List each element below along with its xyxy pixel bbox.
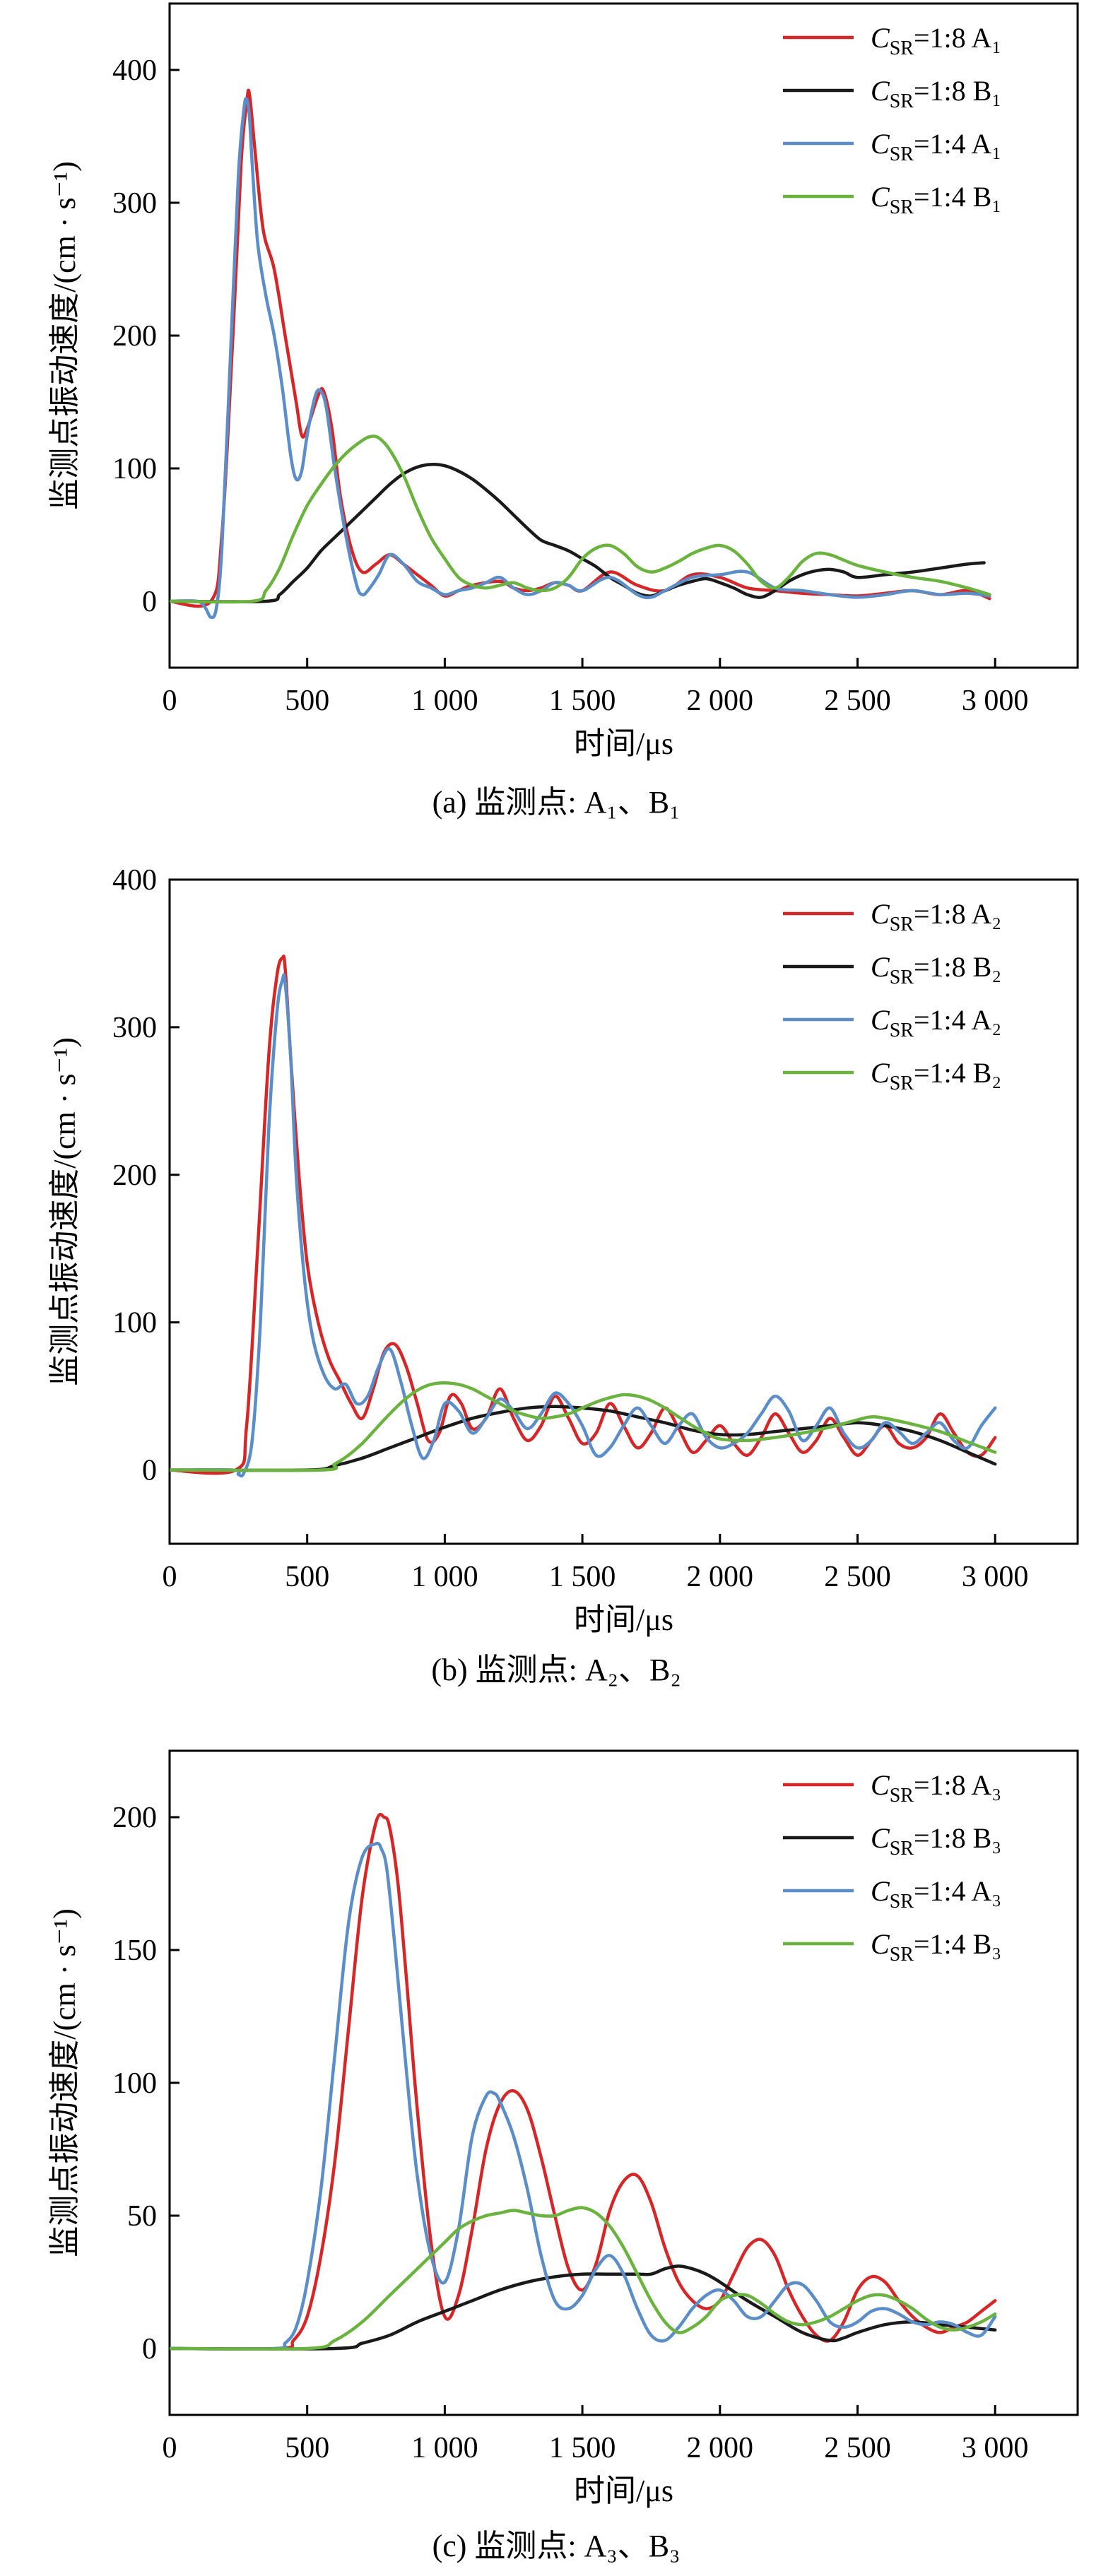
x-tick-label: 1 500	[549, 2432, 616, 2464]
x-tick-label: 3 000	[962, 685, 1029, 717]
x-axis-label: 时间/μs	[574, 1602, 673, 1637]
x-tick-label: 3 000	[962, 1561, 1029, 1593]
series-line-4	[170, 1381, 997, 1472]
y-tick-label: 200	[112, 1802, 157, 1834]
x-tick-label: 2 000	[687, 2432, 754, 2464]
x-tick-label: 500	[285, 685, 329, 717]
series-line-4	[170, 2206, 997, 2351]
series-line-3	[170, 1841, 997, 2351]
x-tick-label: 0	[163, 685, 177, 717]
y-tick-label: 100	[112, 453, 157, 485]
y-tick-label: 400	[112, 864, 157, 897]
y-axis-label: 监测点振动速度/(cm · s⁻¹)	[47, 161, 82, 509]
x-tick-label: 2 500	[824, 685, 891, 717]
series-line-2	[170, 2264, 997, 2351]
legend-label: CSR=1:8 A₂	[871, 898, 1001, 935]
y-tick-label: 300	[112, 1012, 157, 1044]
x-tick-label: 1 000	[411, 685, 478, 717]
panel-caption: (b) 监测点: A₂、B₂	[431, 1653, 681, 1687]
x-tick-label: 0	[163, 2432, 177, 2464]
y-tick-label: 0	[142, 586, 157, 618]
chart-panel-b: 0 500 1 000 1 500 2 000 2 500 3 000 0 100 200 300 4…	[47, 864, 1079, 1687]
series-line-2	[170, 463, 986, 603]
series-line-3	[170, 97, 991, 620]
legend-label: CSR=1:8 B₁	[871, 75, 1001, 112]
x-tick-label: 0	[163, 1561, 177, 1593]
y-tick-label: 100	[112, 1307, 157, 1340]
legend-label: CSR=1:4 A₃	[871, 1875, 1001, 1913]
series-line-4	[170, 435, 991, 604]
legend: CSR=1:8 A₃ CSR=1:8 B₃ CSR=1:4 A₃ CSR=1:4 B₃	[783, 1769, 1001, 1966]
x-tick-label: 500	[285, 2432, 329, 2464]
x-tick-label: 1 500	[549, 685, 616, 717]
x-tick-label: 1 000	[411, 2432, 478, 2464]
x-axis-label: 时间/μs	[574, 2474, 673, 2508]
legend-label: CSR=1:8 B₃	[871, 1822, 1001, 1860]
y-axis-label: 监测点振动速度/(cm · s⁻¹)	[47, 1037, 82, 1386]
x-tick-label: 1 000	[411, 1561, 478, 1593]
legend-label: CSR=1:8 B₂	[871, 951, 1001, 988]
y-axis-label: 监测点振动速度/(cm · s⁻¹)	[47, 1908, 82, 2257]
y-tick-label: 150	[112, 1934, 157, 1967]
x-tick-label: 2 000	[687, 1561, 754, 1593]
y-tick-label: 100	[112, 2067, 157, 2100]
x-tick-label: 2 000	[687, 685, 754, 717]
legend-label: CSR=1:4 A₂	[871, 1004, 1001, 1041]
x-tick-label: 2 500	[824, 1561, 891, 1593]
series-group	[170, 1812, 997, 2351]
legend-label: CSR=1:4 B₂	[871, 1057, 1001, 1094]
legend: CSR=1:8 A₂ CSR=1:8 B₂ CSR=1:4 A₂ CSR=1:4 B₂	[783, 898, 1001, 1094]
y-tick-label: 0	[142, 2333, 157, 2365]
x-tick-label: 500	[285, 1561, 329, 1593]
x-tick-label: 2 500	[824, 2432, 891, 2464]
x-tick-label: 1 500	[549, 1561, 616, 1593]
chart-panel-c: 0 500 1 000 1 500 2 000 2 500 3 000 0 50 100 150 20…	[47, 1749, 1079, 2563]
plot-frame	[168, 878, 1079, 1545]
y-tick-label: 300	[112, 187, 157, 220]
y-tick-label: 50	[127, 2200, 157, 2233]
legend-label: CSR=1:4 A₁	[871, 128, 1001, 165]
y-tick-label: 400	[112, 54, 157, 87]
y-tick-label: 200	[112, 1159, 157, 1192]
series-line-1	[170, 88, 991, 608]
series-line-1	[170, 1812, 997, 2351]
legend-label: CSR=1:8 A₁	[871, 22, 1001, 59]
y-tick-label: 0	[142, 1455, 157, 1487]
panel-caption: (a) 监测点: A₁、B₁	[432, 785, 681, 820]
legend-label: CSR=1:8 A₃	[871, 1769, 1001, 1807]
panel-caption: (c) 监测点: A₃、B₃	[432, 2529, 681, 2563]
series-line-3	[170, 973, 997, 1478]
x-tick-label: 3 000	[962, 2432, 1029, 2464]
y-tick-label: 200	[112, 320, 157, 353]
x-axis-label: 时间/μs	[574, 726, 673, 761]
series-group	[170, 88, 991, 620]
legend: CSR=1:8 A₁ CSR=1:8 B₁ CSR=1:4 A₁ CSR=1:4 B₁	[783, 22, 1001, 218]
legend-label: CSR=1:4 B₃	[871, 1928, 1001, 1966]
chart-panel-a: 0 500 1 000 1 500 2 000 2 500 3 000 0 100 200 300 4…	[47, 2, 1079, 820]
series-group	[170, 955, 997, 1478]
legend-label: CSR=1:4 B₁	[871, 181, 1001, 218]
